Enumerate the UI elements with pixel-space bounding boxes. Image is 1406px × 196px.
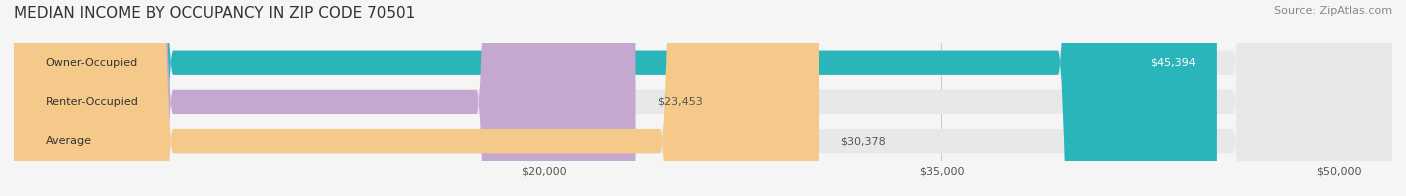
Text: $45,394: $45,394 xyxy=(1150,58,1195,68)
FancyBboxPatch shape xyxy=(14,0,1392,196)
Text: MEDIAN INCOME BY OCCUPANCY IN ZIP CODE 70501: MEDIAN INCOME BY OCCUPANCY IN ZIP CODE 7… xyxy=(14,6,415,21)
FancyBboxPatch shape xyxy=(14,0,1392,196)
Text: Source: ZipAtlas.com: Source: ZipAtlas.com xyxy=(1274,6,1392,16)
Text: Owner-Occupied: Owner-Occupied xyxy=(46,58,138,68)
Text: Average: Average xyxy=(46,136,91,146)
Text: Renter-Occupied: Renter-Occupied xyxy=(46,97,139,107)
Text: $23,453: $23,453 xyxy=(657,97,703,107)
FancyBboxPatch shape xyxy=(14,0,636,196)
FancyBboxPatch shape xyxy=(14,0,820,196)
FancyBboxPatch shape xyxy=(14,0,1392,196)
Text: $30,378: $30,378 xyxy=(841,136,886,146)
FancyBboxPatch shape xyxy=(14,0,1218,196)
